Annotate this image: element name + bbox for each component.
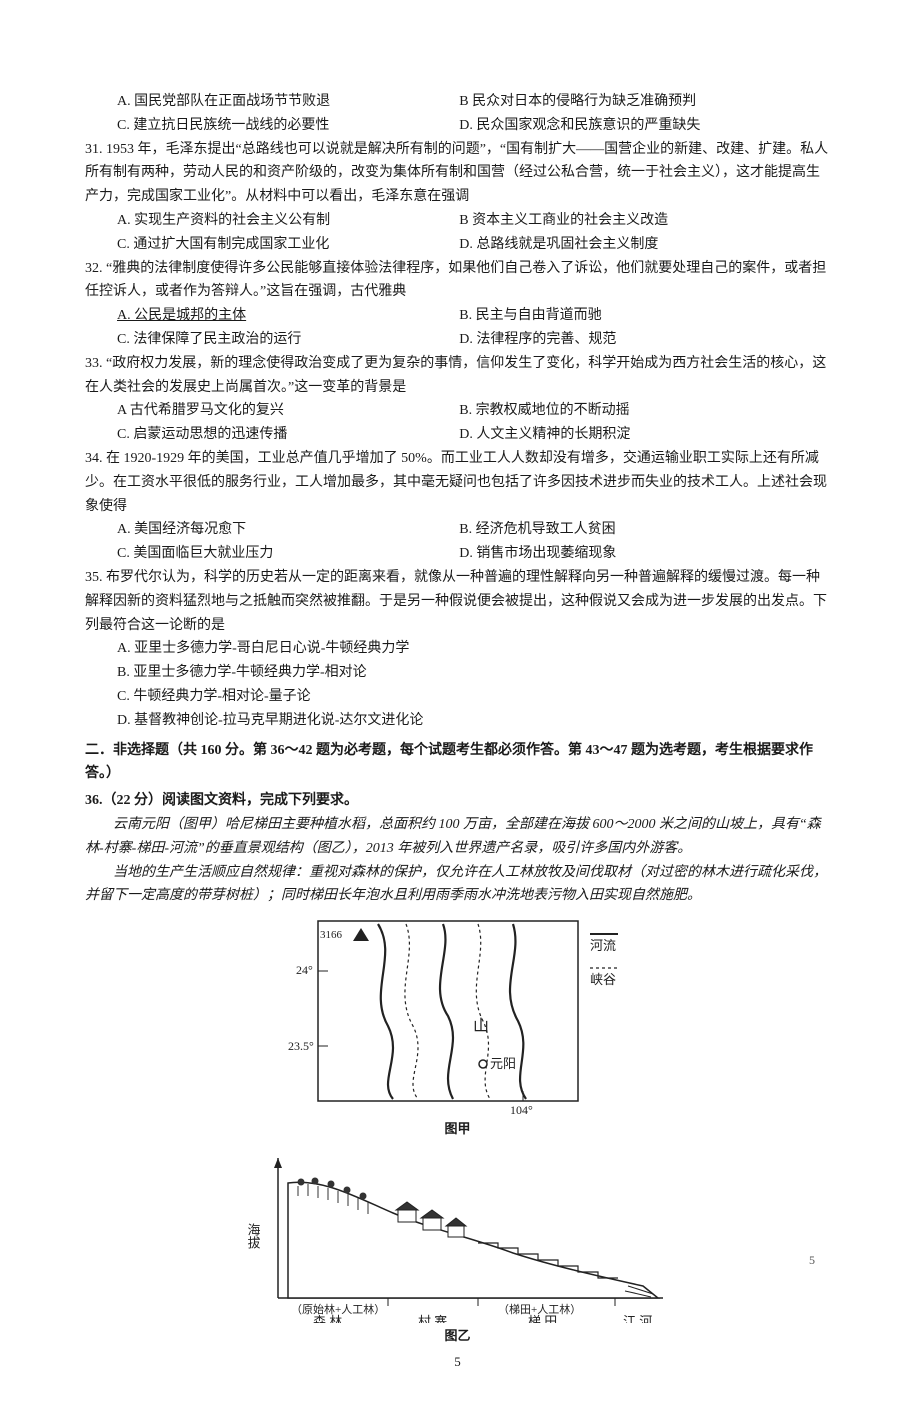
q31-stem: 31. 1953 年，毛泽东提出“总路线也可以说就是解决所有制的问题”，“国有制… [85, 138, 830, 209]
q35-stem: 35. 布罗代尔认为，科学的历史若从一定的距离来看，就像从一种普遍的理性解释向另… [85, 566, 830, 637]
q32-opt-b: B. 民主与自由背道而驰 [459, 304, 801, 328]
svg-text:23.5°: 23.5° [288, 1039, 314, 1053]
q32-opt-d: D. 法律程序的完善、规范 [459, 328, 801, 352]
svg-text:24°: 24° [296, 963, 313, 977]
section2-title: 二．非选择题（共 160 分。第 36～42 题为必考题，每个试题考生都必须作答… [85, 739, 830, 787]
q35-opt-c: C. 牛顿经典力学-相对论-量子论 [117, 685, 830, 709]
q36-title: 36.（22 分）阅读图文资料，完成下列要求。 [85, 789, 830, 813]
q34-opt-d: D. 销售市场出现萎缩现象 [459, 542, 801, 566]
svg-text:江 河: 江 河 [623, 1314, 652, 1323]
q34-opt-c: C. 美国面临巨大就业压力 [117, 542, 459, 566]
q33-opt-c: C. 启蒙运动思想的迅速传播 [117, 423, 459, 447]
q30-opt-b: B 民众对日本的侵略行为缺乏准确预判 [459, 90, 801, 114]
q33-opt-b: B. 宗教权威地位的不断动摇 [459, 399, 801, 423]
q30-opt-d: D. 民众国家观念和民族意识的严重缺失 [459, 114, 801, 138]
q33-opt-d: D. 人文主义精神的长期积淀 [459, 423, 801, 447]
svg-text:梯 田: 梯 田 [528, 1314, 557, 1323]
figure-jia-caption: 图甲 [85, 1118, 830, 1140]
q36-para2: 当地的生产生活顺应自然规律：重视对森林的保护，仅允许在人工林放牧及间伐取材（对过… [85, 861, 830, 909]
q31-options: A. 实现生产资料的社会主义公有制 B 资本主义工商业的社会主义改造 C. 通过… [85, 209, 830, 257]
q35-options: A. 亚里士多德力学-哥白尼日心说-牛顿经典力学 B. 亚里士多德力学-牛顿经典… [85, 637, 830, 732]
q34-options: A. 美国经济每况愈下 B. 经济危机导致工人贫困 C. 美国面临巨大就业压力 … [85, 518, 830, 566]
map-svg: 山 3166 24° 23.5° 104° 元阳 河流 峡谷 [278, 916, 638, 1116]
q35-opt-b: B. 亚里士多德力学-牛顿经典力学-相对论 [117, 661, 830, 685]
q31-opt-a: A. 实现生产资料的社会主义公有制 [117, 209, 459, 233]
svg-text:海拔: 海拔 [245, 1223, 260, 1249]
q33-opt-a: A 古代希腊罗马文化的复兴 [117, 399, 459, 423]
svg-text:104°: 104° [510, 1103, 533, 1116]
q31-opt-b: B 资本主义工商业的社会主义改造 [459, 209, 801, 233]
q30-opt-a: A. 国民党部队在正面战场节节败退 [117, 90, 459, 114]
q30-opt-c: C. 建立抗日民族统一战线的必要性 [117, 114, 459, 138]
q33-options: A 古代希腊罗马文化的复兴 B. 宗教权威地位的不断动摇 C. 启蒙运动思想的迅… [85, 399, 830, 447]
q32-options: A. 公民是城邦的主体 B. 民主与自由背道而驰 C. 法律保障了民主政治的运行… [85, 304, 830, 352]
svg-text:元阳: 元阳 [490, 1056, 516, 1071]
page-number: 5 [85, 1351, 830, 1373]
svg-text:村 寨: 村 寨 [418, 1314, 447, 1323]
q34-opt-a: A. 美国经济每况愈下 [117, 518, 459, 542]
q35-opt-d: D. 基督教神创论-拉马克早期进化说-达尔文进化论 [117, 709, 830, 733]
q30-options: A. 国民党部队在正面战场节节败退 B 民众对日本的侵略行为缺乏准确预判 C. … [85, 90, 830, 138]
q35-opt-a: A. 亚里士多德力学-哥白尼日心说-牛顿经典力学 [117, 637, 830, 661]
q34-opt-b: B. 经济危机导致工人贫困 [459, 518, 801, 542]
svg-text:山: 山 [473, 1017, 489, 1035]
q31-opt-c: C. 通过扩大国有制完成国家工业化 [117, 233, 459, 257]
q32-opt-a: A. 公民是城邦的主体 [117, 304, 459, 328]
mini-page-5: 5 [809, 1250, 815, 1270]
figure-jia: 山 3166 24° 23.5° 104° 元阳 河流 峡谷 图甲 [85, 916, 830, 1140]
svg-text:峡谷: 峡谷 [590, 972, 616, 987]
q34-stem: 34. 在 1920-1929 年的美国，工业总产值几乎增加了 50%。而工业工… [85, 447, 830, 518]
section-svg: 海拔 [243, 1148, 673, 1323]
svg-text:3166: 3166 [320, 929, 343, 941]
svg-text:森 林: 森 林 [313, 1314, 342, 1323]
figure-yi-caption: 图乙 [85, 1325, 830, 1347]
q32-stem: 32. “雅典的法律制度使得许多公民能够直接体验法律程序，如果他们自己卷入了诉讼… [85, 257, 830, 305]
q31-opt-d: D. 总路线就是巩固社会主义制度 [459, 233, 801, 257]
exam-page: A. 国民党部队在正面战场节节败退 B 民众对日本的侵略行为缺乏准确预判 C. … [85, 90, 830, 1373]
svg-text:河流: 河流 [590, 938, 616, 953]
q32-opt-c: C. 法律保障了民主政治的运行 [117, 328, 459, 352]
figure-yi: 海拔 [85, 1148, 830, 1373]
q33-stem: 33. “政府权力发展，新的理念使得政治变成了更为复杂的事情，信仰发生了变化，科… [85, 352, 830, 400]
q36-para1: 云南元阳（图甲）哈尼梯田主要种植水稻，总面积约 100 万亩，全部建在海拔 60… [85, 813, 830, 861]
